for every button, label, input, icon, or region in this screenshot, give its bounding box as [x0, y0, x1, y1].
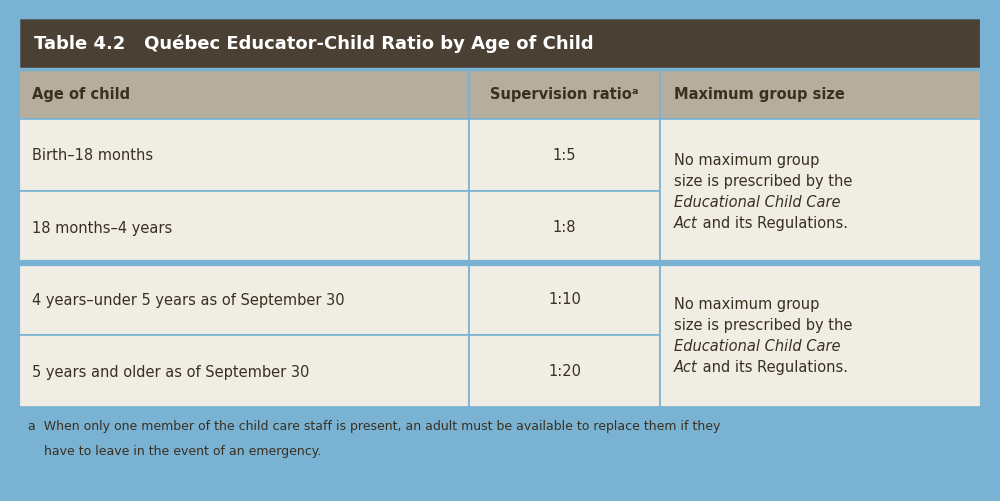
Text: and its Regulations.: and its Regulations.: [698, 215, 848, 230]
Text: 1:8: 1:8: [553, 220, 576, 235]
Text: 4 years–under 5 years as of September 30: 4 years–under 5 years as of September 30: [32, 292, 345, 307]
Bar: [469, 70, 660, 120]
Text: 1:5: 1:5: [553, 148, 576, 163]
Text: size is prescribed by the: size is prescribed by the: [674, 317, 852, 332]
Text: Educational Child Care: Educational Child Care: [674, 338, 841, 353]
Text: No maximum group: No maximum group: [674, 297, 819, 312]
Text: 1:20: 1:20: [548, 364, 581, 379]
Bar: [18, 18, 982, 70]
Bar: [660, 120, 982, 264]
Bar: [660, 70, 982, 120]
Text: Maximum group size: Maximum group size: [674, 87, 845, 102]
Bar: [18, 18, 982, 70]
Bar: [469, 264, 660, 335]
Bar: [660, 264, 982, 407]
Bar: [469, 335, 660, 407]
Text: Age of child: Age of child: [32, 87, 130, 102]
Text: Birth–18 months: Birth–18 months: [32, 148, 153, 163]
Text: a  When only one member of the child care staff is present, an adult must be ava: a When only one member of the child care…: [28, 419, 720, 432]
Text: have to leave in the event of an emergency.: have to leave in the event of an emergen…: [28, 444, 321, 457]
Text: 5 years and older as of September 30: 5 years and older as of September 30: [32, 364, 309, 379]
Text: and its Regulations.: and its Regulations.: [698, 359, 848, 374]
Text: Supervision ratioᵃ: Supervision ratioᵃ: [490, 87, 639, 102]
Bar: [469, 120, 660, 191]
Bar: [18, 335, 469, 407]
Bar: [18, 407, 982, 469]
Text: size is prescribed by the: size is prescribed by the: [674, 174, 852, 188]
Text: Act: Act: [674, 215, 698, 230]
Bar: [18, 191, 469, 264]
Bar: [18, 70, 469, 120]
Text: Table 4.2   Québec Educator-Child Ratio by Age of Child: Table 4.2 Québec Educator-Child Ratio by…: [34, 35, 594, 53]
Text: Act: Act: [674, 359, 698, 374]
Text: Educational Child Care: Educational Child Care: [674, 194, 841, 209]
Bar: [18, 120, 469, 191]
Text: 18 months–4 years: 18 months–4 years: [32, 220, 172, 235]
Bar: [469, 191, 660, 264]
Text: 1:10: 1:10: [548, 292, 581, 307]
Text: No maximum group: No maximum group: [674, 153, 819, 168]
Bar: [18, 264, 469, 335]
